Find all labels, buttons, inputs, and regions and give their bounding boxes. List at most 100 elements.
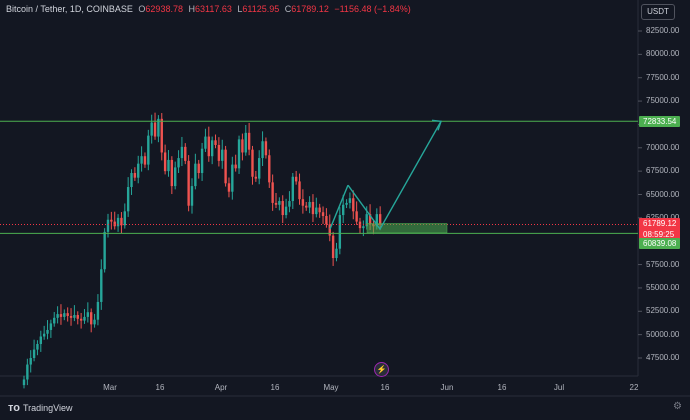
candle <box>59 304 63 325</box>
target-price-label: 72833.54 <box>639 116 681 128</box>
candle-body <box>284 206 288 216</box>
candle-body <box>180 146 184 159</box>
candle-body <box>247 132 251 150</box>
candle <box>36 340 39 356</box>
candle-body <box>378 214 382 225</box>
high-value: 63117.63 <box>194 4 232 14</box>
candle <box>63 309 66 321</box>
tradingview-watermark[interactable]: то TradingView <box>8 402 73 414</box>
flash-icon[interactable]: ⚡ <box>374 362 389 377</box>
candle <box>247 122 251 156</box>
candle-body <box>160 118 163 153</box>
close-value: 61789.12 <box>291 4 329 14</box>
current-price-value: 61789.12 <box>643 219 677 229</box>
x-tick-label: 22 <box>629 383 639 392</box>
candle-body <box>22 379 26 386</box>
candle-body <box>254 176 258 179</box>
candle-body <box>46 329 49 334</box>
candle <box>123 203 126 229</box>
candle <box>234 154 237 172</box>
projection-path <box>347 120 442 231</box>
candle-body <box>116 217 120 227</box>
candle-body <box>365 214 368 227</box>
candle-body <box>355 211 358 222</box>
candle <box>100 259 103 310</box>
candle <box>106 213 110 238</box>
x-tick-label: Jun <box>440 383 454 392</box>
candle-body <box>200 148 204 174</box>
candle-body <box>258 158 261 179</box>
candle <box>244 124 247 156</box>
candle-body <box>29 358 32 365</box>
open-value: 62938.78 <box>145 4 183 14</box>
candle-body <box>268 155 271 183</box>
projection-arrowhead <box>431 119 442 131</box>
candle <box>358 217 362 234</box>
candle-body <box>86 312 90 317</box>
candle-body <box>126 187 130 212</box>
candle-body <box>26 364 29 380</box>
y-tick-label: 55000.00 <box>646 282 680 292</box>
candle <box>318 203 321 218</box>
candle-body <box>362 226 365 229</box>
candle <box>254 170 258 182</box>
candle <box>251 145 254 185</box>
candle-body <box>278 201 281 205</box>
candle-body <box>197 163 200 174</box>
candle-body <box>224 149 227 184</box>
candle <box>224 145 227 187</box>
brand-label: TradingView <box>22 403 73 413</box>
candle <box>153 112 157 140</box>
candle-body <box>100 269 103 302</box>
close-label: C <box>284 4 292 14</box>
candle-body <box>36 343 39 350</box>
x-tick-label: 16 <box>155 383 165 392</box>
candle <box>53 312 56 327</box>
bar-countdown: 08:59:25 <box>643 230 675 240</box>
candle-body <box>318 207 321 213</box>
candle-body <box>42 333 46 337</box>
candle <box>321 206 325 224</box>
candle-body <box>53 317 56 324</box>
candle-body <box>345 202 348 205</box>
candle <box>281 195 284 223</box>
candle-body <box>244 132 247 153</box>
candle <box>83 309 86 324</box>
candle-body <box>335 248 338 259</box>
candle-body <box>66 313 69 316</box>
candle <box>42 325 46 340</box>
candle <box>305 201 308 211</box>
symbol-title: Bitcoin / Tether, 1D, COINBASE <box>6 4 133 14</box>
candle <box>147 129 150 171</box>
x-tick-label: 16 <box>270 383 280 392</box>
candle-body <box>251 149 254 177</box>
y-tick-label: 70000.00 <box>646 142 680 152</box>
currency-button[interactable]: USDT <box>641 4 675 20</box>
candle-body <box>187 160 190 206</box>
candle <box>345 199 348 209</box>
candle-body <box>274 202 278 205</box>
candle <box>308 196 311 214</box>
y-tick-label: 65000.00 <box>646 189 680 199</box>
candle-body <box>321 212 325 216</box>
projection-path-start <box>329 184 349 230</box>
candle <box>315 197 318 218</box>
candle-body <box>133 173 137 178</box>
high-label: H <box>188 4 195 14</box>
y-tick-label: 67500.00 <box>646 166 680 176</box>
candle <box>137 155 140 184</box>
candle-body <box>342 204 345 216</box>
candle-body <box>56 314 59 318</box>
candle-body <box>110 219 113 222</box>
y-tick-label: 57500.00 <box>646 259 680 269</box>
gear-icon[interactable]: ⚙ <box>673 401 682 412</box>
candle <box>56 306 59 324</box>
candle <box>268 149 271 188</box>
candle <box>86 302 90 323</box>
candle-body <box>103 231 106 270</box>
candle <box>157 115 160 143</box>
candle-body <box>281 201 284 216</box>
candle <box>258 150 261 185</box>
candle-body <box>106 219 110 232</box>
